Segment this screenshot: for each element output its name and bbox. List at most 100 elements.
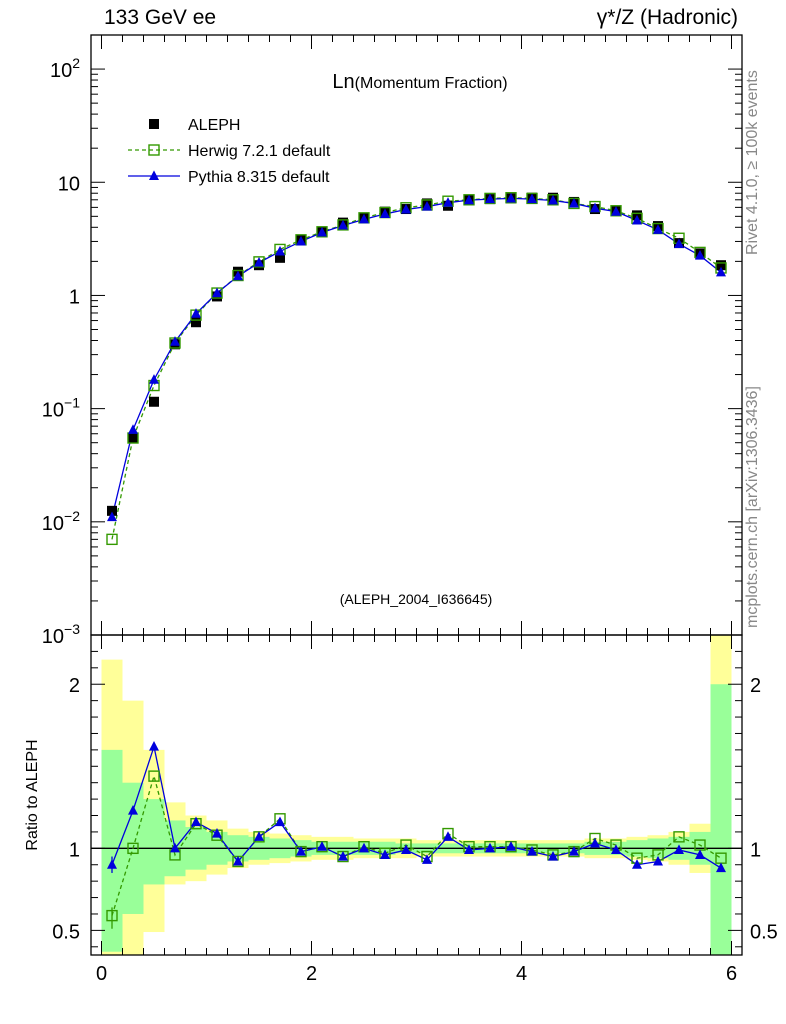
y-tick-label: 10−2 (42, 508, 80, 535)
ratio-point-herwig (673, 831, 685, 843)
data-point-pythia (527, 193, 537, 204)
ratio-point-pythia (632, 859, 642, 869)
ratio-point-pythia (149, 741, 159, 751)
data-point-pythia (212, 287, 222, 298)
legend-label-data: ALEPH (188, 117, 240, 134)
ratio-y-axis-label: Ratio to ALEPH (24, 739, 41, 850)
ratio-point-pythia (464, 844, 474, 855)
legend-marker-aleph (149, 119, 159, 129)
data-point-pythia (632, 214, 642, 225)
data-point-pythia (296, 235, 306, 246)
ratio-y-tick-label: 2 (69, 675, 80, 697)
data-point-herwig (316, 226, 328, 238)
header-energy-label: 133 GeV ee (104, 6, 217, 29)
ratio-point-pythia (191, 816, 201, 827)
data-point-pythia (128, 424, 138, 434)
y-tick-label: 102 (50, 55, 80, 82)
ratio-y-tick-label: 0.5 (52, 921, 80, 943)
ratio-panel-axes: 0.5 0.5 1 1 2 2 0 2 4 6 Ratio to ALEPH (24, 635, 778, 985)
legend-label-pythia: Pythia 8.315 default (188, 169, 330, 186)
band-inner (143, 799, 165, 885)
y-tick-label: 10−1 (42, 395, 80, 422)
ratio-point-herwig (106, 909, 118, 922)
ratio-point-pythia (254, 831, 264, 841)
data-point-pythia (338, 219, 348, 230)
ratio-panel-frame (90, 634, 743, 956)
ratio-point-pythia (443, 831, 453, 841)
ratio-y-tick-label: 1 (69, 839, 80, 861)
data-point-herwig (106, 533, 118, 546)
data-point-pythia (464, 194, 474, 205)
x-tick-label: 6 (726, 963, 737, 985)
series-line-herwig (111, 197, 722, 540)
data-point-herwig (547, 194, 559, 206)
ratio-point-pythia (674, 844, 684, 855)
x-tick-label: 2 (306, 963, 317, 985)
data-point-pythia (107, 511, 117, 522)
data-point-herwig (505, 192, 517, 204)
ratio-point-herwig (148, 770, 160, 782)
ratio-point-pythia (338, 850, 348, 861)
ratio-y-tick-label-right: 1 (750, 839, 761, 861)
ratio-point-pythia (401, 844, 411, 855)
data-point-pythia (611, 206, 621, 216)
y-tick-label: 1 (69, 286, 80, 308)
ratio-point-pythia (611, 844, 621, 855)
ratio-point-pythia (170, 842, 180, 853)
data-point-herwig (610, 205, 622, 217)
data-point-herwig (484, 192, 496, 205)
analysis-watermark: (ALEPH_2004_I636645) (340, 591, 493, 607)
main-panel-axes: 10−3 10−2 10−1 1 10 102 (42, 34, 742, 648)
data-point-pythia (716, 266, 726, 277)
x-tick-label: 0 (96, 963, 107, 985)
data-point-pythia (422, 200, 432, 211)
data-point-aleph (191, 317, 201, 328)
ratio-point-pythia (695, 849, 705, 859)
legend-marker-pythia (149, 170, 159, 181)
y-tick-label: 10 (58, 173, 80, 195)
data-point-pythia (275, 245, 285, 256)
y-tick-label: 10−3 (42, 621, 80, 648)
ratio-y-tick-label-right: 2 (750, 675, 761, 697)
ratio-point-pythia (716, 862, 726, 873)
data-point-pythia (170, 336, 180, 346)
legend-label-herwig: Herwig 7.2.1 default (188, 143, 331, 160)
data-point-pythia (149, 374, 159, 384)
data-point-herwig (337, 219, 349, 231)
ratio-point-pythia (296, 846, 306, 856)
ratio-point-herwig (127, 842, 139, 855)
data-point-aleph (128, 433, 138, 444)
data-point-aleph (275, 252, 285, 263)
ratio-point-pythia (212, 827, 222, 838)
data-point-herwig (253, 256, 265, 268)
data-point-aleph (149, 396, 159, 407)
ratio-line-herwig (111, 773, 722, 916)
data-point-pythia (317, 226, 327, 237)
data-point-pythia (359, 213, 369, 224)
ratio-point-pythia (422, 854, 432, 864)
ratio-point-pythia (506, 841, 516, 851)
chart-titles: Ln(Momentum Fraction) (ALEPH_2004_I636645… (332, 71, 507, 607)
data-point-pythia (485, 193, 495, 204)
chart-title: Ln(Momentum Fraction) (332, 71, 507, 93)
data-point-pythia (590, 202, 600, 213)
ratio-point-pythia (128, 805, 138, 815)
ratio-point-pythia (590, 837, 600, 848)
ratio-frame-box (90, 634, 743, 956)
data-point-pythia (653, 224, 663, 234)
ratio-point-pythia (317, 841, 327, 851)
ratio-point-pythia (380, 849, 390, 859)
data-point-herwig (526, 192, 538, 205)
data-point-aleph (107, 505, 117, 516)
band-inner (710, 684, 732, 955)
ratio-point-pythia (527, 846, 537, 856)
ratio-series-layer (106, 741, 727, 929)
data-point-pythia (191, 308, 201, 318)
series-line-pythia (111, 197, 722, 518)
data-point-pythia (233, 270, 243, 281)
data-point-aleph (716, 260, 726, 271)
data-point-pythia (695, 250, 705, 260)
ratio-point-pythia (653, 855, 663, 866)
data-point-pythia (254, 257, 264, 267)
